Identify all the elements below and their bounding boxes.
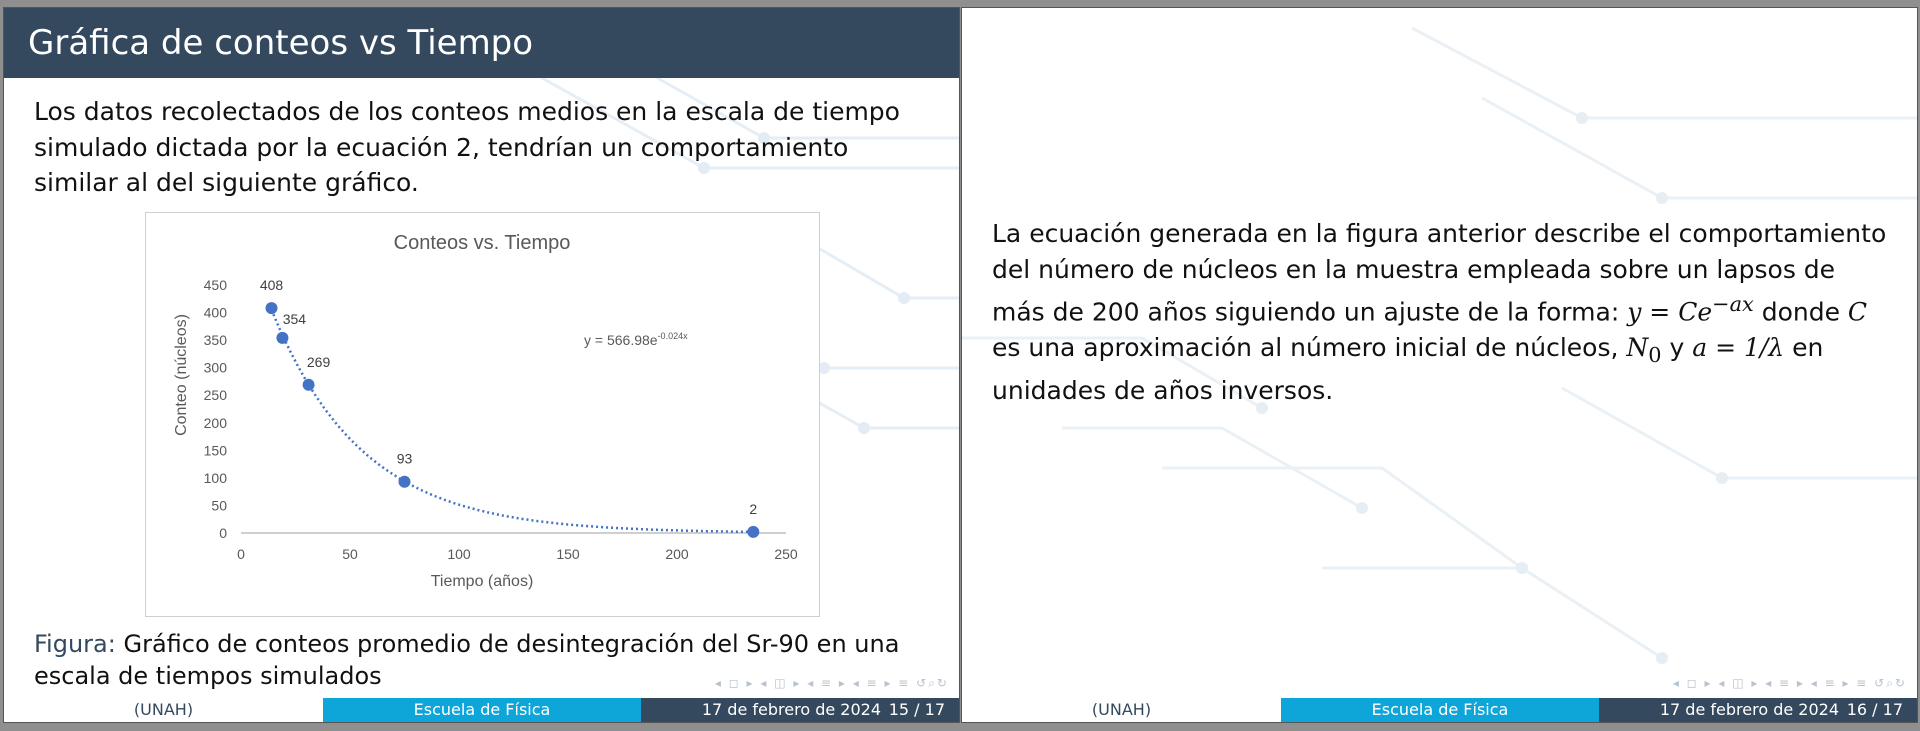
data-label-4: 2: [749, 501, 757, 517]
y-tick-label-3: 150: [204, 442, 228, 458]
slide-16: La ecuación generada en la figura anteri…: [962, 8, 1917, 722]
intro-paragraph: Los datos recolectados de los conteos me…: [34, 97, 900, 197]
footer: (UNAH) Escuela de Física 17 de febrero d…: [962, 698, 1917, 722]
footer-department: Escuela de Física: [323, 698, 641, 722]
trendline-equation-base: y = 566.98e: [584, 332, 658, 348]
y-tick-label-0: 0: [219, 525, 227, 541]
data-point-3: [398, 475, 411, 488]
slide-title: Gráfica de conteos vs Tiempo: [4, 8, 959, 78]
chart-container: Conteos vs. Tiempo 0 50 100 150 200 250 300 350…: [145, 212, 820, 617]
data-label-1: 354: [283, 311, 307, 327]
paragraph-part-3: es una aproximación al número inicial de…: [992, 332, 1619, 362]
y-tick-label-7: 350: [204, 332, 228, 348]
explanation-paragraph: La ecuación generada en la figura anteri…: [992, 216, 1892, 409]
y-tick-label-4: 200: [204, 415, 228, 431]
equation-N: N: [1626, 332, 1649, 362]
equation-N-subscript: 0: [1648, 342, 1662, 367]
figure-caption-text: Gráfico de conteos promedio de desintegr…: [34, 630, 900, 690]
x-tick-label-3: 150: [556, 546, 580, 562]
slide-15: Gráfica de conteos vs Tiempo Los datos r…: [4, 8, 959, 722]
footer-page-number: 16 / 17: [1846, 700, 1903, 719]
y-axis-title: Conteo (núcleos): [173, 314, 190, 436]
data-label-2: 269: [307, 354, 331, 370]
data-point-1: [276, 331, 289, 344]
footer-department: Escuela de Física: [1281, 698, 1599, 722]
x-axis-title: Tiempo (años): [431, 573, 534, 590]
beamer-navigation-icons[interactable]: ◂ ◻ ▸ ◂ ◫ ▸ ◂ ≡ ▸ ◂ ≡ ▸ ≡ ↺⌕↻: [714, 676, 949, 690]
data-point-0: [265, 302, 278, 315]
trendline-equation: y = 566.98e-0.024x: [584, 331, 688, 348]
y-tick-label-5: 250: [204, 387, 228, 403]
y-tick-label-2: 100: [204, 470, 228, 486]
data-point-4: [747, 525, 760, 538]
footer-date: 17 de febrero de 2024: [1659, 700, 1839, 719]
paragraph-part-5: en unidades de años inversos.: [992, 332, 1824, 406]
figure-caption: Figura: Gráfico de conteos promedio de d…: [34, 628, 944, 692]
footer-date: 17 de febrero de 2024: [701, 700, 881, 719]
chart-axes: 0 50 100 150 200 250 300 350 400 450 0 50 100 150 200 2…: [204, 277, 798, 562]
data-point-2: [302, 378, 315, 391]
equation-Ce: Ce: [1678, 297, 1713, 327]
footer-institution: (UNAH): [4, 698, 323, 722]
x-tick-label-2: 100: [447, 546, 471, 562]
data-label-0: 408: [260, 277, 284, 293]
equation-exponent: −ax: [1712, 292, 1754, 316]
footer-date-page: 17 de febrero de 2024 15 / 17: [641, 698, 959, 722]
trendline: [270, 309, 754, 534]
chart-title: Conteos vs. Tiempo: [394, 232, 571, 254]
y-tick-label-8: 400: [204, 305, 228, 321]
paragraph-part-2: donde: [1761, 297, 1840, 327]
y-tick-label-1: 50: [211, 497, 227, 513]
footer-page-number: 15 / 17: [888, 700, 945, 719]
circuit-background: [962, 26, 1917, 664]
equation-a: a = 1/λ: [1692, 332, 1785, 362]
equation-equals: =: [1649, 297, 1671, 327]
x-tick-label-0: 0: [237, 546, 245, 562]
footer: (UNAH) Escuela de Física 17 de febrero d…: [4, 698, 959, 722]
equation-C: C: [1847, 297, 1868, 327]
figure-label: Figura:: [34, 630, 116, 658]
trendline-equation-exponent: -0.024x: [658, 331, 689, 341]
y-tick-label-6: 300: [204, 360, 228, 376]
decay-chart: Conteos vs. Tiempo 050100150200250300350…: [173, 232, 798, 590]
y-tick-label-9: 450: [204, 277, 228, 293]
paragraph-part-4: y: [1669, 332, 1685, 362]
paragraph-part-1: La ecuación generada en la figura anteri…: [992, 219, 1887, 327]
x-tick-label-1: 50: [342, 546, 358, 562]
footer-date-page: 17 de febrero de 2024 16 / 17: [1599, 698, 1917, 722]
footer-institution: (UNAH): [962, 698, 1281, 722]
equation-y: y: [1627, 297, 1642, 327]
beamer-navigation-icons[interactable]: ◂ ◻ ▸ ◂ ◫ ▸ ◂ ≡ ▸ ◂ ≡ ▸ ≡ ↺⌕↻: [1672, 676, 1907, 690]
x-tick-label-5: 250: [774, 546, 798, 562]
data-label-3: 93: [397, 451, 413, 467]
chart-points: 408 354 269 93 2: [260, 277, 760, 538]
x-tick-label-4: 200: [665, 546, 689, 562]
